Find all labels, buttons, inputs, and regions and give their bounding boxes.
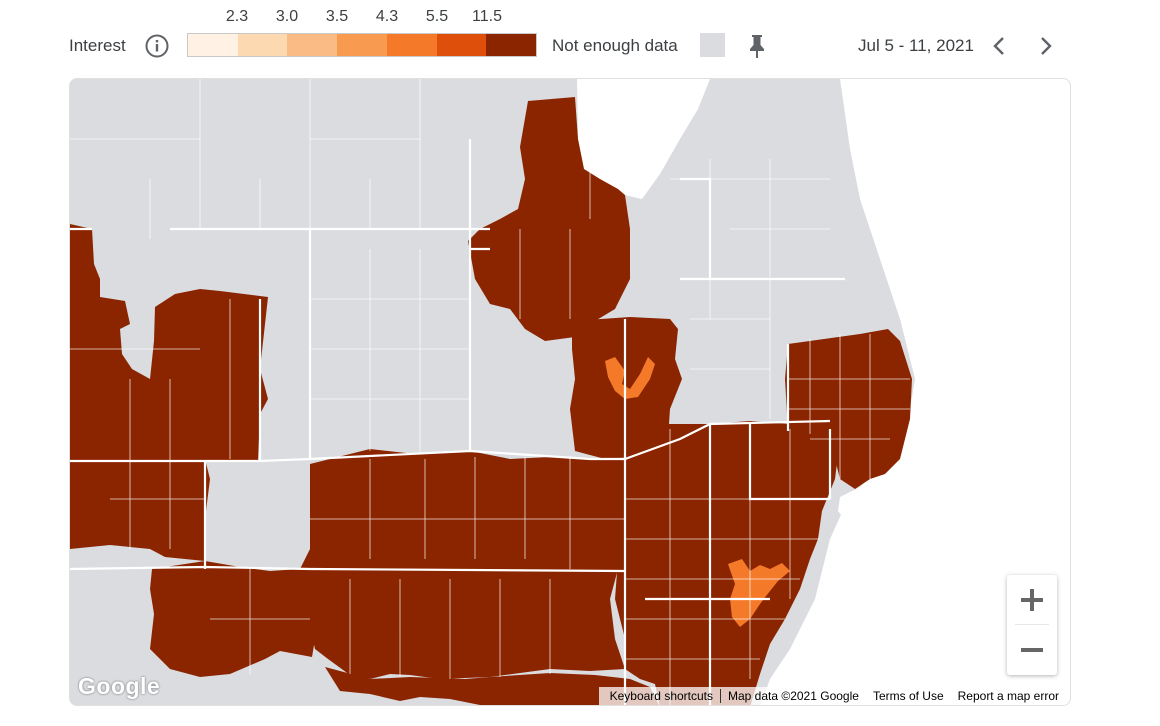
legend-tick-5: 5.5 [425,8,449,25]
region-south-far [325,667,659,705]
not-enough-data-label: Not enough data [552,36,678,55]
region-south-center [300,449,625,679]
region-orange-southeast [728,559,790,627]
legend-color-cell-3 [287,34,338,56]
legend-tick-2: 3.0 [275,8,299,25]
legend-tick-1: 2.3 [225,8,249,25]
chevron-right-icon[interactable] [1032,33,1058,59]
keyboard-shortcuts-link[interactable]: Keyboard shortcuts [609,689,713,703]
zoom-divider [1015,624,1049,625]
zoom-out-button[interactable] [1007,625,1057,675]
choropleth-map[interactable]: Google Keyboard shortcuts Map data ©2021… [69,78,1071,706]
legend-color-cell-7 [486,34,537,56]
state-boundaries [70,139,845,705]
legend-tick-4: 4.3 [375,8,399,25]
county-boundaries [70,79,910,705]
legend-color-cell-2 [237,34,288,56]
info-icon[interactable] [144,33,170,59]
legend-color-scale [187,33,537,57]
plus-icon [1021,589,1043,611]
region-orange-north [605,357,655,399]
terms-of-use-link[interactable]: Terms of Use [872,689,944,703]
map-attribution-bar: Keyboard shortcuts Map data ©2021 Google… [598,687,1070,705]
report-map-error-link[interactable]: Report a map error [957,689,1059,703]
attribution-separator [720,689,721,703]
legend-tick-labels: 2.3 3.0 3.5 4.3 5.5 11.5 [187,8,537,28]
zoom-control [1007,575,1057,675]
date-range-label: Jul 5 - 11, 2021 [858,36,974,55]
legend-color-cell-1 [188,34,238,56]
map-data-credit: Map data ©2021 Google [728,689,859,703]
legend-color-cell-5 [386,34,437,56]
lake-michigan [577,79,710,199]
region-west-upper [70,224,268,464]
pin-icon[interactable] [745,32,769,60]
minus-icon [1021,648,1043,652]
google-logo[interactable]: Google [78,673,161,699]
map-canvas[interactable] [70,79,1071,706]
chevron-left-icon[interactable] [987,33,1013,59]
legend-color-cell-4 [337,34,387,56]
region-north-strip [468,97,630,341]
lake-st-clair [838,487,880,527]
legend-color-cell-6 [436,34,487,56]
lake-erie [760,79,1070,705]
legend-title: Interest [69,36,126,55]
medium-interest-regions [605,357,790,627]
not-enough-data-swatch [700,33,725,57]
legend-tick-3: 3.5 [325,8,349,25]
region-west-lower [70,459,210,561]
legend-tick-6: 11.5 [472,8,502,25]
region-southeast [615,421,840,705]
zoom-in-button[interactable] [1007,575,1057,625]
